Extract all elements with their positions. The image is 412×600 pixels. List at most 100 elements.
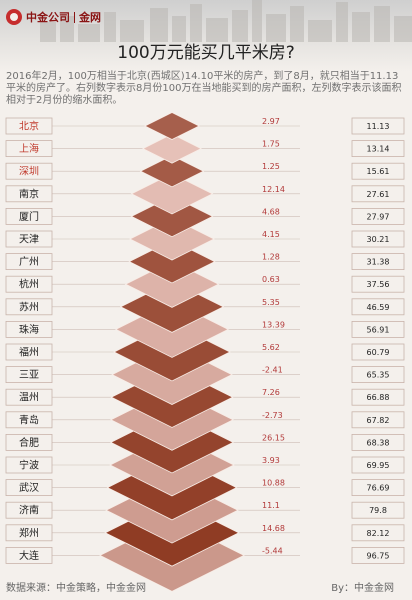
area-label-box: [351, 388, 405, 406]
area-value: 27.97: [367, 212, 390, 221]
city-label-box: [5, 524, 53, 542]
change-value: 2.97: [262, 117, 280, 126]
area-value: 13.14: [367, 145, 390, 154]
city-label-box: [5, 366, 53, 384]
area-label-box: [351, 185, 405, 203]
area-value: 15.61: [367, 167, 390, 176]
city-label-box: [5, 185, 53, 203]
area-value: 96.75: [367, 551, 390, 560]
city-label: 郑州: [19, 526, 39, 539]
city-label-box: [5, 162, 53, 180]
logo-text-primary: 中金公司: [26, 11, 70, 24]
data-source-note: 数据来源：中金策略，中金金网: [6, 583, 146, 594]
city-label-box: [5, 479, 53, 497]
change-value: 11.1: [262, 501, 280, 510]
city-label-box: [5, 343, 53, 361]
change-value: 5.62: [262, 343, 280, 352]
area-label-box: [351, 117, 405, 135]
area-diamond: [142, 133, 202, 164]
area-label-box: [351, 275, 405, 293]
area-label-box: [351, 456, 405, 474]
area-diamond: [129, 217, 215, 261]
logo-mark-icon: [6, 9, 22, 25]
city-label: 济南: [19, 504, 39, 517]
header-banner: 中金公司 金网 100万元能买几平米房?: [0, 0, 412, 72]
city-label: 青岛: [19, 413, 39, 426]
logo-text-secondary: 金网: [79, 11, 101, 24]
city-label-box: [5, 547, 53, 564]
page-title: 100万元能买几平米房?: [117, 43, 295, 63]
city-label: 合肥: [19, 436, 39, 449]
change-value: 4.68: [262, 207, 280, 216]
city-label: 北京: [19, 120, 39, 133]
change-value: 1.25: [262, 162, 280, 171]
area-label-box: [351, 524, 405, 542]
area-diamond: [144, 112, 200, 140]
city-label: 温州: [19, 392, 39, 404]
area-value: 66.88: [367, 393, 390, 402]
area-label-box: [351, 298, 405, 316]
city-label: 天津: [19, 234, 39, 246]
area-value: 65.35: [367, 371, 390, 380]
byline: By：中金金网: [331, 583, 394, 594]
city-label: 珠海: [19, 323, 39, 336]
change-value: 7.26: [262, 388, 280, 397]
area-diamond: [130, 195, 214, 238]
city-label-box: [5, 388, 53, 406]
city-label-box: [5, 207, 53, 225]
change-value: 12.14: [262, 185, 285, 194]
area-value: 31.38: [367, 258, 390, 267]
description-text: 2016年2月，100万相当于北京(西城区)14.10平米的房产，到了8月，就只…: [6, 71, 402, 106]
change-value: 0.63: [262, 275, 280, 284]
area-label-box: [351, 366, 405, 384]
city-label-box: [5, 433, 53, 451]
change-value: 10.88: [262, 479, 285, 488]
city-label-box: [5, 298, 53, 316]
city-label: 苏州: [19, 300, 39, 313]
change-value: 13.39: [262, 320, 285, 329]
area-label-box: [351, 433, 405, 451]
area-value: 27.61: [367, 190, 390, 199]
city-label: 深圳: [19, 166, 39, 178]
logo-divider: [74, 11, 75, 23]
area-value: 11.13: [367, 122, 390, 131]
area-diamond: [124, 260, 220, 308]
area-value: 79.8: [369, 506, 387, 515]
area-label-box: [351, 547, 405, 564]
area-label-box: [351, 140, 405, 158]
area-diamond: [130, 173, 214, 215]
change-value: 4.15: [262, 230, 280, 239]
city-label: 厦门: [19, 210, 39, 223]
area-value: 60.79: [367, 348, 390, 357]
city-label: 南京: [19, 187, 39, 200]
change-value: -2.41: [262, 366, 283, 375]
city-label-box: [5, 275, 53, 293]
change-value: -5.44: [262, 546, 283, 555]
area-label-box: [351, 253, 405, 271]
city-label: 杭州: [19, 278, 39, 291]
city-label-box: [5, 117, 53, 135]
city-label-box: [5, 411, 53, 429]
city-label-box: [5, 320, 53, 338]
change-value: 26.15: [262, 433, 285, 442]
city-label-box: [5, 140, 53, 158]
city-label: 广州: [19, 256, 39, 268]
city-label: 福州: [19, 346, 39, 359]
city-label: 大连: [19, 549, 39, 562]
area-value: 56.91: [367, 325, 390, 334]
area-value: 82.12: [367, 529, 390, 538]
city-label: 上海: [19, 142, 39, 155]
area-label-box: [351, 230, 405, 248]
change-value: 1.28: [262, 253, 280, 262]
area-value: 46.59: [367, 303, 390, 312]
city-label-box: [5, 253, 53, 271]
area-label-box: [351, 501, 405, 519]
area-value: 30.21: [367, 235, 390, 244]
area-value: 67.82: [367, 416, 390, 425]
area-label-box: [351, 207, 405, 225]
area-label-box: [351, 162, 405, 180]
city-label-box: [5, 456, 53, 474]
brand-logo: 中金公司 金网: [6, 9, 101, 25]
